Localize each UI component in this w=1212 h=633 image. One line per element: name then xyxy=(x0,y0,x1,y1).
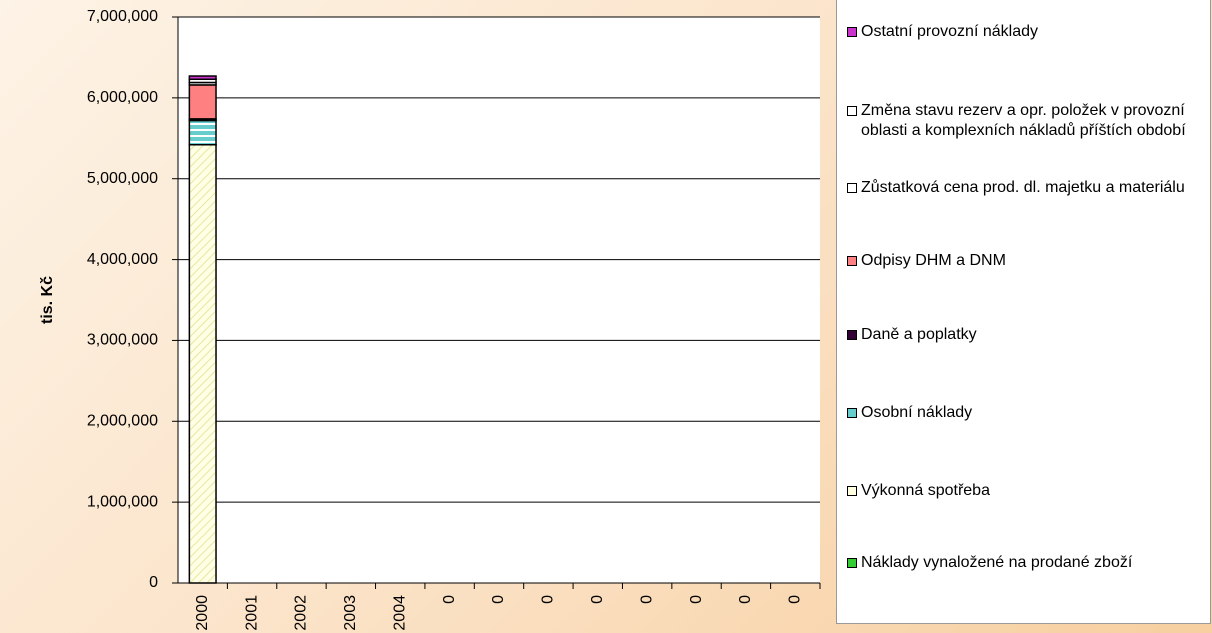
legend-swatch xyxy=(847,408,857,418)
y-tick-label: 2,000,000 xyxy=(87,413,158,430)
x-tick-label: 2004 xyxy=(391,595,408,631)
plot-area xyxy=(178,17,820,583)
legend-item: Náklady vynaložené na prodané zboží xyxy=(847,553,1212,573)
x-tick-label: 2003 xyxy=(342,595,359,631)
x-tick-label: 0 xyxy=(540,595,557,604)
plot-svg: tis. Kč 0 1,000,000 2,000,000 3,000,000 4,00… xyxy=(39,8,821,631)
legend-swatch xyxy=(847,486,857,496)
legend-swatch xyxy=(847,106,857,116)
legend-swatch xyxy=(847,256,857,266)
bar-segment xyxy=(188,75,217,81)
legend-swatch xyxy=(847,330,857,340)
legend-swatch xyxy=(847,27,857,37)
legend-label: Daně a poplatky xyxy=(861,326,977,343)
y-tick-label: 6,000,000 xyxy=(87,89,158,106)
bar-segment xyxy=(188,84,217,120)
legend-label: Zůstatková cena prod. dl. majetku a mate… xyxy=(861,179,1185,196)
legend-swatch xyxy=(847,558,857,568)
x-tick-label: 0 xyxy=(688,595,705,604)
legend-label: Změna stavu rezerv a opr. položek v prov… xyxy=(861,102,1186,139)
legend-item: Osobní náklady xyxy=(847,403,1212,423)
bar-segment xyxy=(188,119,217,146)
legend: Náklady vynaložené na prodané zboží Výkon… xyxy=(836,0,1211,624)
legend-label: Výkonná spotřeba xyxy=(861,482,990,499)
x-tick-label: 0 xyxy=(787,595,804,604)
legend-label: Náklady vynaložené na prodané zboží xyxy=(861,554,1133,571)
x-tick-label: 0 xyxy=(589,595,606,604)
x-tick-label: 0 xyxy=(441,595,458,604)
x-tick-label: 0 xyxy=(737,595,754,604)
legend-item: Odpisy DHM a DNM xyxy=(847,251,1212,271)
bar-segment xyxy=(188,144,217,584)
legend-item: Ostatní provozní náklady xyxy=(847,22,1212,42)
y-tick-label: 4,000,000 xyxy=(87,251,158,268)
y-tick-label: 0 xyxy=(149,574,158,591)
x-tick-label: 0 xyxy=(490,595,507,604)
legend-item: Výkonná spotřeba xyxy=(847,481,1212,501)
y-tick-label: 3,000,000 xyxy=(87,332,158,349)
legend-label: Odpisy DHM a DNM xyxy=(861,252,1006,269)
y-axis-label: tis. Kč xyxy=(39,276,56,324)
y-tick-label: 1,000,000 xyxy=(87,493,158,510)
y-tick-label: 5,000,000 xyxy=(87,170,158,187)
legend-label: Ostatní provozní náklady xyxy=(861,23,1038,40)
legend-item: Zůstatková cena prod. dl. majetku a mate… xyxy=(847,178,1212,198)
x-tick-label: 2001 xyxy=(243,595,260,631)
legend-item: Daně a poplatky xyxy=(847,325,1212,345)
legend-swatch xyxy=(847,183,857,193)
legend-item: Změna stavu rezerv a opr. položek v prov… xyxy=(847,101,1212,141)
x-tick-label: 2002 xyxy=(293,595,310,631)
y-tick-label: 7,000,000 xyxy=(87,8,158,25)
legend-label: Osobní náklady xyxy=(861,404,973,421)
x-tick-label: 0 xyxy=(638,595,655,604)
x-tick-label: 2000 xyxy=(194,595,211,631)
